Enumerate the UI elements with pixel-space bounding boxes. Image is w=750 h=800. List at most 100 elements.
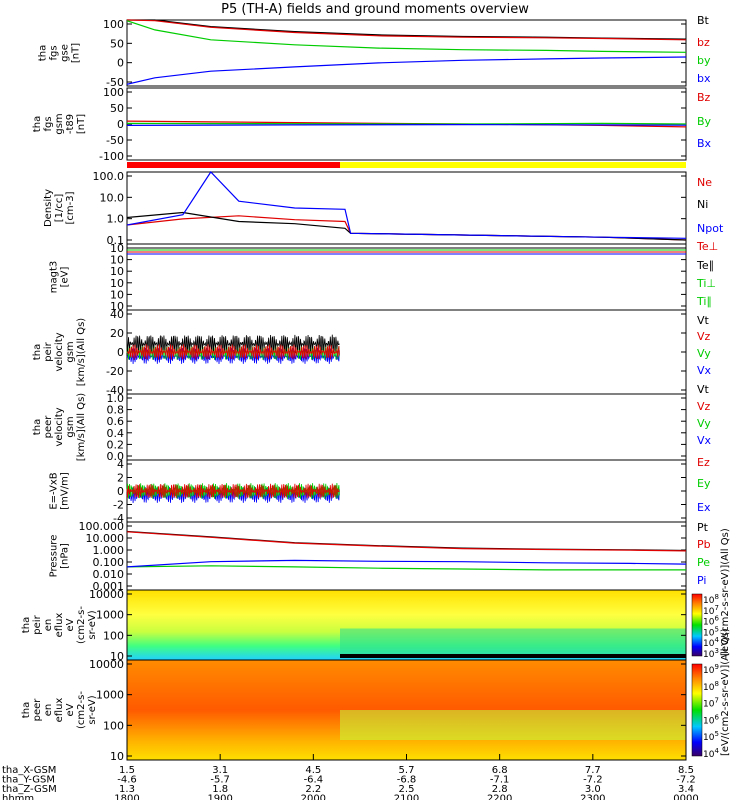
x-row-value: -6.8 <box>397 775 417 786</box>
y-axis-label-line: [cm-3] <box>65 191 76 224</box>
y-axis-label-line: tha <box>38 45 49 61</box>
y-tick-label: 100 <box>103 719 124 732</box>
y-tick-label: 0.010 <box>93 568 125 581</box>
series-pressure-Pi <box>126 559 687 568</box>
y-tick-label: 0.1 <box>107 234 125 247</box>
colorbar-tick: 105 <box>703 730 719 743</box>
y-tick-label: 0 <box>117 485 124 498</box>
noise-peir_velocity-red <box>126 344 340 360</box>
y-tick-label: 10.000 <box>86 532 125 545</box>
y-axis-label-line: eflux <box>54 613 65 638</box>
y-tick-label: -20 <box>106 365 124 378</box>
y-axis-label-line: velocity <box>54 407 65 446</box>
y-tick-label: 50 <box>110 37 124 50</box>
chart-title: P5 (TH-A) fields and ground moments over… <box>221 2 529 17</box>
y-tick-label: 10.0 <box>100 191 125 204</box>
y-tick-label: 0.0 <box>107 450 125 463</box>
y-axis-label-line: (cm2-s- <box>76 691 87 729</box>
y-tick-label: 10 <box>110 254 124 267</box>
y-tick-label: 50 <box>110 102 124 115</box>
y-axis-label-line: [mV/m] <box>60 472 71 510</box>
legend-Pi: Pi <box>697 574 706 587</box>
y-axis-label-line: -t89 <box>65 114 76 134</box>
x-row-value: 3.4 <box>678 784 694 795</box>
heatmap-dark-band <box>340 654 686 658</box>
series-fgs_gse-bz <box>126 19 687 41</box>
colorbar-peer_eflux <box>691 663 703 757</box>
x-row-label: tha_Y-GSM <box>2 775 55 786</box>
legend-Vz: Vz <box>697 400 711 413</box>
panel-frame-peer_velocity <box>126 393 687 461</box>
x-row-value: 4.5 <box>305 765 321 776</box>
legend-Vy: Vy <box>697 347 711 360</box>
colorbar-peir_eflux <box>691 593 703 657</box>
y-axis-label-line: eflux <box>54 698 65 723</box>
legend-Ex: Ex <box>697 501 711 514</box>
y-axis-label-line: gsm <box>65 416 76 437</box>
heatmap-mid-band <box>340 710 686 740</box>
legend-Ey: Ey <box>697 477 711 490</box>
x-row-value: 7.7 <box>585 765 601 776</box>
colorbar-label: [eV/(cm2-s-sr-eV)](All Qs) <box>720 528 731 656</box>
x-row-value: 5.7 <box>399 765 415 776</box>
y-axis-label-line: [nPa] <box>60 543 71 569</box>
y-axis-label-line: eV <box>65 618 76 631</box>
y-tick-label: 100 <box>103 86 124 99</box>
y-tick-label: 100 <box>103 629 124 642</box>
legend-Ti⊥: Ti⊥ <box>696 277 716 290</box>
colorbar-label: [eV/(cm2-s-sr-eV)](All Qs) <box>720 628 731 756</box>
legend-Bt: Bt <box>697 14 710 27</box>
y-axis-label-line: tha <box>21 617 32 633</box>
y-tick-label: 0.100 <box>93 556 125 569</box>
y-tick-label: 10 <box>110 288 124 301</box>
x-row-value: -7.2 <box>676 775 696 786</box>
y-axis-label-line: E=-VxB <box>49 472 60 509</box>
y-tick-label: 10 <box>110 242 124 255</box>
y-tick-label: -100 <box>99 150 124 163</box>
y-axis-label-line: tha <box>21 702 32 718</box>
y-tick-label: -2 <box>113 499 124 512</box>
panel-frame-density <box>126 171 687 245</box>
x-row-label: tha_X-GSM <box>2 765 56 776</box>
y-axis-label-line: gsm <box>54 113 65 134</box>
y-tick-label: 1.000 <box>93 544 125 557</box>
y-axis-label-line: tha <box>32 419 43 435</box>
legend-Vz: Vz <box>697 330 711 343</box>
colorbar-tick: 108 <box>703 680 719 693</box>
series-fgs_gse-bx <box>126 56 687 85</box>
y-tick-label: 0 <box>117 57 124 70</box>
legend-Pb: Pb <box>697 538 711 551</box>
y-tick-label: 1000 <box>96 609 124 622</box>
x-row-value: 1.5 <box>119 765 135 776</box>
x-row-value: 2300 <box>580 794 605 800</box>
noise-efield-red <box>126 483 340 499</box>
series-fgs_gsm-By <box>126 122 687 125</box>
x-row-value: 2100 <box>394 794 419 800</box>
y-tick-label: 0.8 <box>107 404 125 417</box>
x-row-value: 1.3 <box>119 784 135 795</box>
noise-peir_velocity-black <box>126 334 340 354</box>
y-axis-label-line: Pressure <box>49 535 60 578</box>
y-axis-label-line: en <box>43 704 54 717</box>
y-tick-label: 40 <box>110 308 124 321</box>
x-row-value: 3.1 <box>212 765 228 776</box>
legend-Pe: Pe <box>697 556 710 569</box>
y-axis-label-line: Density <box>43 189 54 227</box>
y-tick-label: 0.2 <box>107 438 125 451</box>
legend-Ti∥: Ti∥ <box>696 295 712 308</box>
x-row-value: -5.7 <box>210 775 230 786</box>
y-tick-label: 10 <box>110 650 124 663</box>
legend-bz: bz <box>697 36 710 49</box>
legend-Vy: Vy <box>697 417 711 430</box>
series-pressure-Pb <box>126 531 687 552</box>
y-tick-label: 10 <box>110 300 124 313</box>
x-row-label: hhmm <box>2 794 34 800</box>
y-axis-label-line: [km/s](All Qs) <box>76 393 87 461</box>
y-axis-label-line: peer <box>43 415 54 439</box>
y-axis-label-line: peir <box>32 614 43 634</box>
legend-Vx: Vx <box>697 434 712 447</box>
legend-Ez: Ez <box>697 456 710 469</box>
y-axis-label-line: tha <box>32 344 43 360</box>
series-density-Ne <box>126 215 687 241</box>
series-fgs_gsm-Bx <box>126 123 687 126</box>
